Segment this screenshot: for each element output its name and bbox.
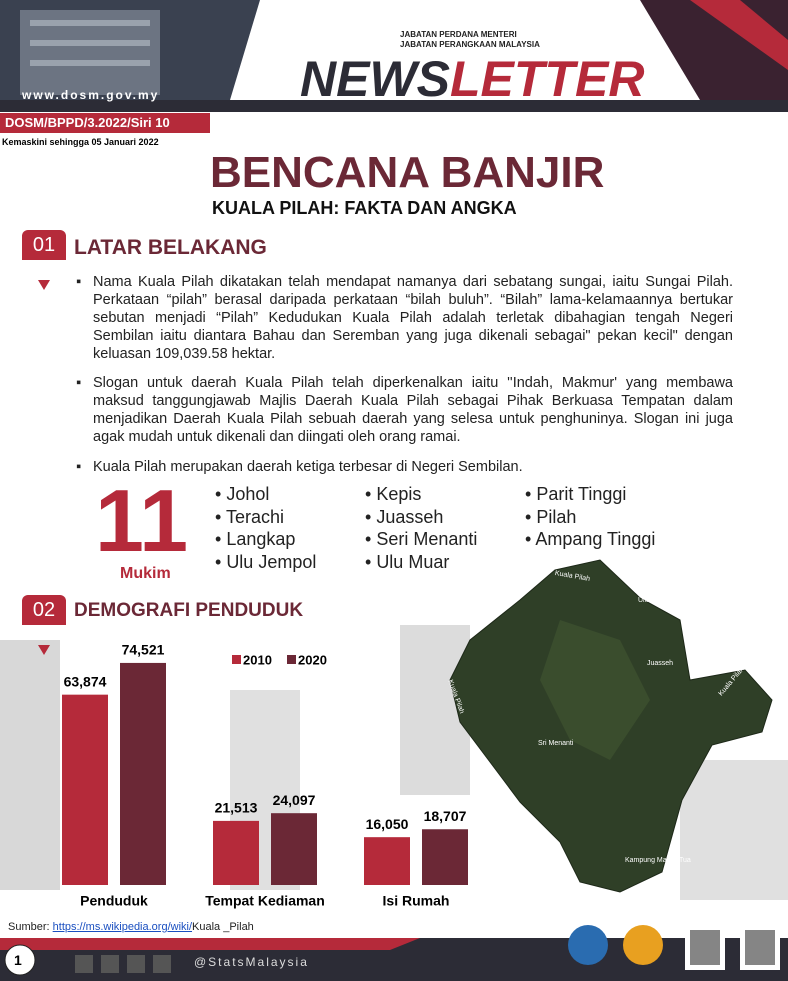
value-label: 21,513 [215,800,258,816]
map-label: Kuala Pilah [446,679,465,715]
title-part: LETTER [450,51,645,107]
source: Sumber: https://ms.wikipedia.org/wiki/Ku… [8,921,254,933]
value-label: 18,707 [424,808,467,824]
mukim-name: Pilah [525,507,576,528]
section-number: 02 [22,595,66,625]
value-label: 74,521 [122,642,165,658]
mukim-name: Parit Tinggi [525,484,626,505]
mukim-name: Terachi [215,507,284,528]
department: JABATAN PERANGKAAN MALAYSIA [400,40,540,49]
mukim-name: Seri Menanti [365,529,477,550]
map [449,559,773,893]
value-label: 16,050 [366,816,409,832]
section-number: 01 [22,230,66,260]
x-tick-label: Penduduk [80,893,148,909]
ministry: JABATAN PERDANA MENTERI [400,30,517,39]
bar [271,813,317,885]
newsletter-title: NEWSLETTER [300,50,644,108]
bar [120,662,166,885]
bar [364,837,410,885]
map-label: Kuala Pilah [718,666,746,698]
source-rest: Kuala _Pilah [192,921,254,933]
legend-swatch [287,655,296,664]
mukim-name: Kepis [365,484,421,505]
mukim-name: Johol [215,484,269,505]
value-label: 24,097 [273,792,316,808]
bar [422,829,468,885]
map-label: Sri Menanti [538,740,574,747]
bullet: Nama Kuala Pilah dikatakan telah mendapa… [76,273,733,363]
section-heading: DEMOGRAFI PENDUDUK [74,600,304,621]
icon[interactable] [75,955,93,973]
legend-label: 2010 [243,652,272,667]
mukim-label: Mukim [120,565,171,582]
mukim-name: Ampang Tinggi [525,529,655,550]
mukim-name: Ulu Muar [365,552,449,573]
title-part: NEWS [300,51,450,107]
source-label: Sumber: [8,921,50,933]
map-labels: Kuala Pilah Ulu Muar Juasseh Kuala Pilah… [446,570,746,864]
website: www.dosm.gov.my [22,88,160,102]
social-icons [75,955,171,973]
map-label: Juasseh [647,660,673,667]
chart: 63,874 74,521 Penduduk 21,513 24,097 Tempat K… [62,642,468,909]
x-tick-label: Isi Rumah [383,893,450,909]
subtitle: KUALA PILAH: FAKTA DAN ANGKA [212,198,517,218]
source-link[interactable]: https://ms.wikipedia.org/wiki/ [52,921,193,933]
icon[interactable] [153,955,171,973]
mukim-count: 11 [95,471,189,570]
legend-label: 2020 [298,652,327,667]
bullet: Slogan untuk daerah Kuala Pilah telah di… [76,374,733,446]
x-tick-label: Tempat Kediaman [205,893,325,909]
map-label: Kuala Pilah [554,570,590,583]
page-number: 1 [14,952,22,968]
reference: DOSM/BPPD/3.2022/Siri 10 [0,113,210,133]
value-label: 63,874 [64,673,107,689]
icon[interactable] [127,955,145,973]
map-label: Ulu Muar [638,597,667,604]
bar [62,694,108,885]
map-label: Kampung Masjid Tua [625,857,691,864]
handle: @StatsMalaysia [194,955,309,969]
bullet: Kuala Pilah merupakan daerah ketiga terb… [76,458,733,476]
icon[interactable] [101,955,119,973]
mukim-name: Juasseh [365,507,443,528]
section-heading: LATAR BELAKANG [74,236,267,259]
updated: Kemaskini sehingga 05 Januari 2022 [2,137,159,147]
legend-swatch [232,655,241,664]
mukim-name: Ulu Jempol [215,552,316,573]
bar [213,820,259,885]
main-title: BENCANA BANJIR [210,148,605,197]
mukim-name: Langkap [215,529,295,550]
